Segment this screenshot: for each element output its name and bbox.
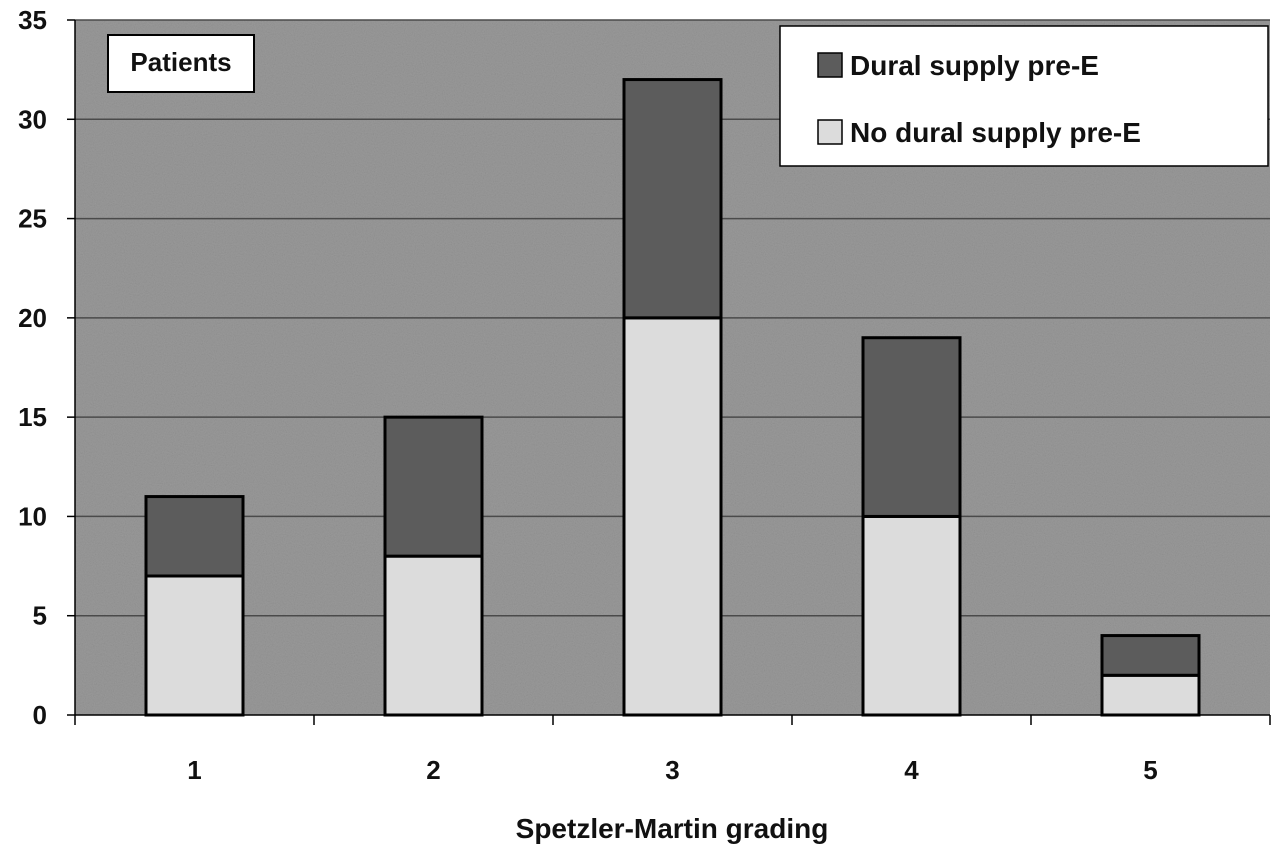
y-tick-label: 20 [18, 303, 47, 333]
legend: Dural supply pre-E No dural supply pre-E [779, 25, 1269, 167]
y-tick-label: 25 [18, 204, 47, 234]
x-tick-label: 1 [187, 755, 201, 785]
bar-segment-dural [383, 415, 484, 558]
bar-segment-no-dural [1100, 673, 1201, 717]
y-axis-title: Patients [130, 47, 231, 77]
x-tick-label: 5 [1143, 755, 1157, 785]
y-tick-label: 0 [33, 700, 47, 730]
x-tick-label: 4 [904, 755, 919, 785]
legend-label-no-dural: No dural supply pre-E [850, 117, 1141, 148]
legend-swatch-dural [817, 52, 843, 78]
y-tick-label: 5 [33, 601, 47, 631]
bar-segment-no-dural [622, 316, 723, 717]
bar-segment-dural [861, 336, 962, 518]
x-tick-label: 3 [665, 755, 679, 785]
bar-segment-dural [1100, 634, 1201, 677]
bar-segment-no-dural [861, 514, 962, 717]
x-tick-label: 2 [426, 755, 440, 785]
bar-segment-dural [144, 495, 245, 578]
y-tick-label: 35 [18, 5, 47, 35]
y-tick-label: 30 [18, 104, 47, 134]
x-axis-title: Spetzler-Martin grading [516, 813, 829, 844]
axes: 0 5 10 15 20 25 30 35 1 2 3 4 5 [18, 5, 1271, 785]
y-tick-label: 15 [18, 402, 47, 432]
bar-segment-no-dural [144, 574, 245, 717]
bar-segment-dural [622, 78, 723, 320]
ylabel-box: Patients [107, 34, 255, 93]
legend-swatch-no-dural [817, 119, 843, 145]
bar-segment-no-dural [383, 554, 484, 717]
y-tick-label: 10 [18, 501, 47, 531]
legend-label-dural: Dural supply pre-E [850, 50, 1099, 81]
